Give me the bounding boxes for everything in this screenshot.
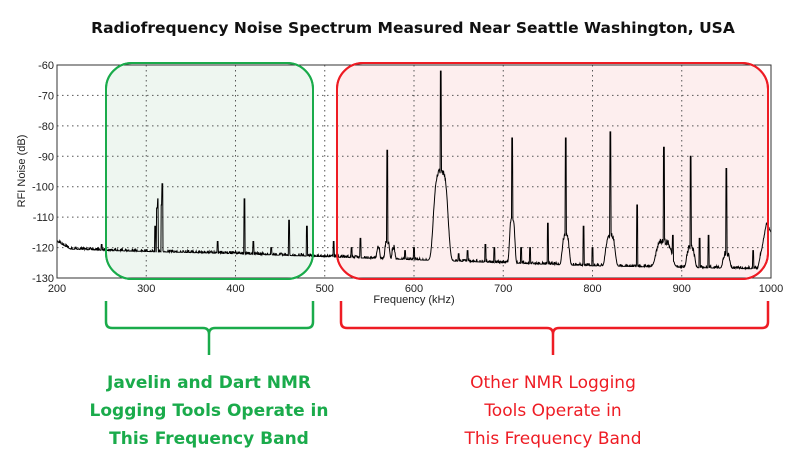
red-annotation-line-2: Tools Operate in bbox=[483, 401, 621, 421]
x-tick-label: 800 bbox=[583, 283, 601, 295]
y-tick-label: -120 bbox=[32, 243, 54, 255]
green-annotation-line-3: This Frequency Band bbox=[109, 429, 309, 449]
x-tick-label: 300 bbox=[137, 283, 155, 295]
red-annotation-line-3: This Frequency Band bbox=[463, 429, 641, 449]
spectrum-trace bbox=[56, 70, 772, 271]
x-tick-label: 400 bbox=[226, 283, 244, 295]
green-annotation-line-2: Logging Tools Operate in bbox=[90, 401, 329, 421]
x-axis-label: Frequency (kHz) bbox=[373, 294, 454, 306]
red-annotation-line-1: Other NMR Logging bbox=[470, 373, 636, 393]
axis-ticks: 200 300 400 500 600 700 800 900 1000 -60 -70 -80 -90… bbox=[32, 60, 783, 295]
x-tick-label: 900 bbox=[673, 283, 691, 295]
y-axis-label: RFI Noise (dB) bbox=[16, 135, 28, 208]
x-tick-label: 700 bbox=[494, 283, 512, 295]
red-bracket bbox=[339, 301, 770, 355]
green-band-outline bbox=[105, 62, 314, 280]
y-tick-label: -130 bbox=[32, 273, 54, 285]
green-annotation: Javelin and Dart NMR Logging Tools Opera… bbox=[90, 373, 329, 449]
x-tick-label: 200 bbox=[48, 283, 66, 295]
green-annotation-line-1: Javelin and Dart NMR bbox=[106, 373, 311, 393]
y-tick-label: -80 bbox=[38, 121, 54, 133]
y-tick-label: -110 bbox=[33, 212, 54, 224]
chart-title: Radiofrequency Noise Spectrum Measured N… bbox=[91, 19, 735, 37]
grid-lines bbox=[57, 65, 771, 278]
green-bracket bbox=[104, 301, 315, 355]
red-annotation: Other NMR Logging Tools Operate in This … bbox=[463, 373, 641, 449]
y-tick-label: -100 bbox=[32, 182, 54, 194]
red-band-outline bbox=[336, 62, 769, 280]
y-tick-label: -70 bbox=[38, 90, 54, 102]
x-tick-label: 600 bbox=[405, 283, 423, 295]
x-tick-label: 1000 bbox=[759, 283, 783, 295]
x-tick-label: 500 bbox=[316, 283, 334, 295]
y-tick-label: -60 bbox=[38, 60, 54, 72]
y-tick-label: -90 bbox=[38, 151, 54, 163]
